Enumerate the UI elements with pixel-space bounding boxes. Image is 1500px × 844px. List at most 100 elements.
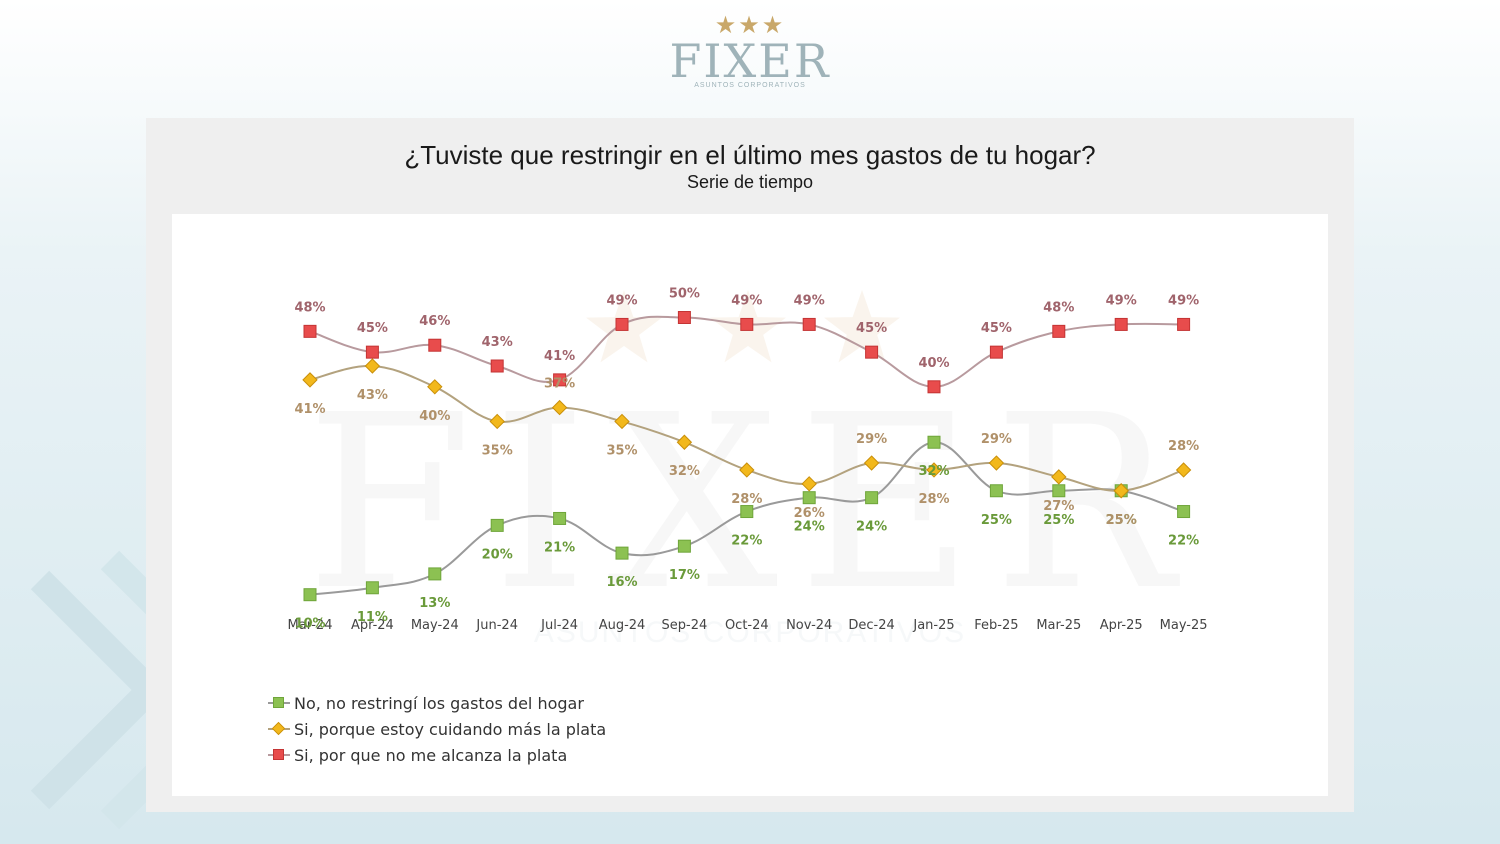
watermark-subtitle: ASUNTOS CORPORATIVOS [534,616,966,649]
data-point-diamond [801,476,817,492]
data-label: 40% [419,409,450,424]
logo-wordmark: FIXER [669,34,831,88]
data-point-square [927,380,941,394]
data-label: 22% [1168,534,1199,549]
data-point-diamond [427,379,443,395]
x-tick-label: Apr-24 [351,618,394,633]
line-chart: FIXER ASUNTOS CORPORATIVOS Mar-24 Apr-24 M… [288,287,1208,650]
data-point-square [490,359,504,373]
data-label: 46% [419,314,450,329]
data-point-diamond [551,399,568,416]
x-tick-label: Feb-25 [974,618,1018,633]
data-label: 49% [731,293,762,308]
x-tick-label: Jan-25 [912,618,954,633]
data-label: 41% [544,349,575,364]
watermark-star-icon [824,290,900,363]
legend-item-no-restringi: No, no restringí los gastos del hogar [268,690,606,716]
data-point-diamond [302,372,318,388]
data-label: 17% [669,568,700,583]
data-label: 16% [606,575,637,590]
legend-item-no-alcanza: Si, por que no me alcanza la plata [268,742,606,768]
x-tick-label: Apr-25 [1100,618,1143,633]
data-label: 20% [482,547,513,562]
data-label: 25% [981,513,1012,528]
watermark: FIXER ASUNTOS CORPORATIVOS [306,290,1194,649]
data-label: 11% [357,610,388,625]
data-label: 21% [544,540,575,555]
data-point-square [428,567,442,581]
data-point-square [1052,324,1066,338]
data-point-square [802,491,816,505]
data-label: 50% [669,287,700,302]
data-point-diamond [1051,469,1067,485]
data-label: 37% [544,377,575,392]
data-point-square [303,324,317,338]
data-point-square [927,435,941,449]
x-tick-label: Nov-24 [786,618,832,633]
chart-title: ¿Tuviste que restringir en el último mes… [404,140,1096,170]
data-point-square [553,373,567,387]
data-point-square [865,345,879,359]
data-point-square [1114,317,1128,331]
data-label: 22% [731,534,762,549]
data-label: 49% [1168,293,1199,308]
data-point-square [865,491,879,505]
data-point-diamond [1113,483,1129,499]
data-point-square [490,518,504,532]
watermark-wordmark: FIXER [306,363,1194,643]
data-point-square [1177,317,1191,331]
data-label: 35% [606,443,637,458]
data-point-square [740,505,754,519]
data-point-square [365,581,379,595]
data-label: 24% [856,520,887,535]
data-label: 26% [794,506,825,521]
data-label: 13% [419,596,450,611]
data-point-diamond [739,462,755,478]
x-tick-label: Jun-24 [475,618,518,633]
data-point-square [1177,505,1191,519]
data-point-square [553,511,567,525]
logo-stars-icon: ★★★ [714,12,786,39]
data-label: 10% [294,617,325,632]
data-label: 25% [1106,513,1137,528]
data-label: 27% [1043,499,1074,514]
data-point-diamond [988,455,1005,471]
data-label: 45% [856,321,887,336]
chart-area: FIXER ASUNTOS CORPORATIVOS Mar-24 Apr-24 M… [172,214,1328,796]
x-tick-label: Dec-24 [848,618,894,633]
data-point-square [802,317,816,331]
data-label: 28% [1168,439,1199,454]
data-label: 32% [669,464,700,479]
data-point-square [428,338,442,352]
legend-label: Si, porque estoy cuidando más la plata [294,719,607,739]
data-point-square [1052,484,1066,498]
x-tick-label: Jul-24 [540,618,578,633]
legend-square-red-icon [268,748,290,762]
data-point-square [365,345,379,359]
data-label: 43% [357,388,388,403]
legend-item-cuidando-plata: Si, porque estoy cuidando más la plata [268,716,606,742]
data-label: 48% [1043,300,1074,315]
data-label: 40% [918,356,949,371]
data-point-square [677,311,691,324]
data-label: 45% [981,321,1012,336]
chart-panel: ¿Tuviste que restringir en el último mes… [146,118,1354,812]
x-tick-label: Oct-24 [725,618,769,633]
fixer-logo: ★★★ FIXER ASUNTOS CORPORATIVOS [640,12,860,112]
data-point-square [615,546,629,560]
data-point-square [615,317,629,331]
data-point-diamond [863,455,880,471]
data-label: 29% [981,432,1012,447]
x-tick-label: Aug-24 [599,618,646,633]
data-label: 41% [294,402,325,417]
legend-label: Si, por que no me alcanza la plata [294,745,568,765]
x-tick-label: May-25 [1160,618,1208,633]
data-label: 24% [794,520,825,535]
data-point-diamond [364,358,381,374]
data-label: 28% [918,492,949,507]
data-point-diamond [676,434,693,450]
data-label: 35% [482,443,513,458]
data-label: 45% [357,321,388,336]
chart-subtitle: Serie de tiempo [686,172,814,192]
data-point-square [989,484,1003,498]
